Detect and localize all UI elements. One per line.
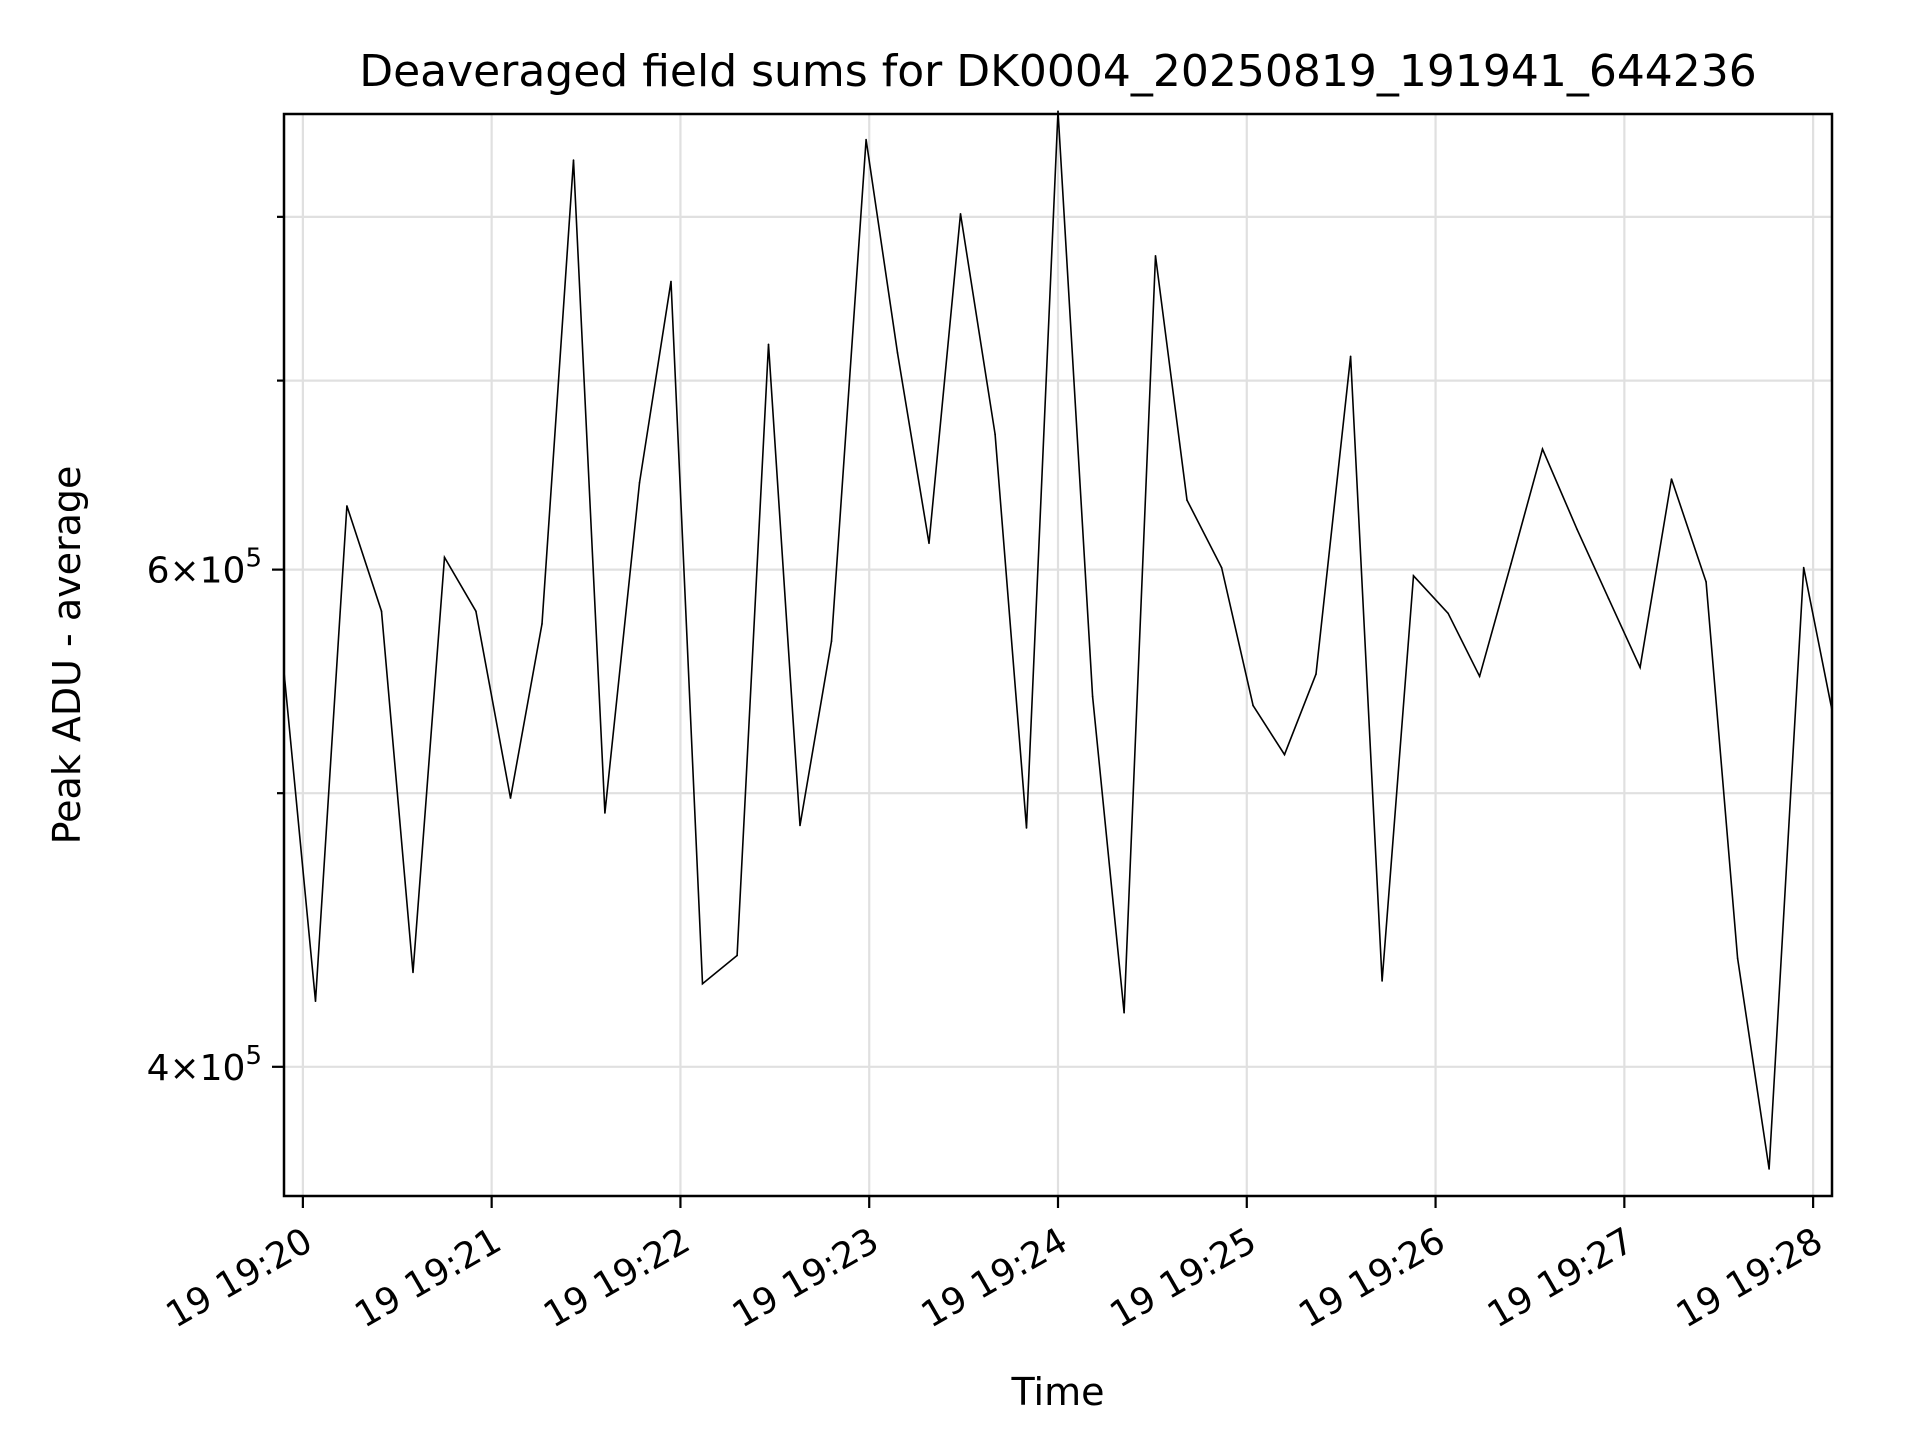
data-point bbox=[1576, 528, 1578, 531]
x-tick-label: 19 19:26 bbox=[1292, 1220, 1452, 1336]
data-points bbox=[283, 110, 1833, 1170]
data-point bbox=[1478, 675, 1481, 678]
data-point bbox=[1736, 957, 1739, 960]
data-point bbox=[865, 138, 867, 141]
x-tick-label: 19 19:23 bbox=[726, 1220, 886, 1336]
data-point bbox=[1186, 499, 1188, 501]
grid bbox=[284, 114, 1832, 1196]
chart-title: Deaveraged field sums for DK0004_2025081… bbox=[359, 46, 1757, 97]
x-tick-label: 19 19:28 bbox=[1670, 1220, 1830, 1336]
x-tick-label: 19 19:20 bbox=[159, 1220, 319, 1336]
data-point bbox=[509, 797, 512, 799]
data-point bbox=[767, 343, 770, 346]
data-point bbox=[346, 505, 348, 507]
data-point bbox=[1123, 1012, 1125, 1014]
data-point bbox=[1670, 478, 1673, 480]
data-point bbox=[799, 824, 801, 827]
y-tick-label: 6×105 bbox=[147, 544, 262, 592]
x-tick-label: 19 19:25 bbox=[1103, 1220, 1263, 1336]
data-point bbox=[1091, 695, 1094, 698]
x-axis-ticks: 19 19:20 19 19:21 19 19:22 19 19:23 19 19:24… bbox=[159, 1196, 1830, 1336]
data-point bbox=[1541, 448, 1544, 450]
data-point bbox=[541, 623, 543, 625]
data-point bbox=[1315, 673, 1317, 675]
data-point bbox=[443, 556, 446, 559]
data-point bbox=[1802, 566, 1805, 569]
y-tick-label: 4×105 bbox=[147, 1041, 262, 1089]
y-axis-ticks: 4×105 6×105 bbox=[147, 215, 284, 1089]
data-point bbox=[412, 971, 414, 974]
x-tick-label: 19 19:24 bbox=[915, 1220, 1075, 1336]
data-point bbox=[1607, 597, 1610, 600]
data-point bbox=[701, 983, 704, 985]
data-point bbox=[1057, 110, 1059, 112]
data-point bbox=[475, 610, 477, 612]
x-tick-label: 19 19:22 bbox=[537, 1220, 697, 1336]
data-point bbox=[1252, 704, 1254, 707]
data-point bbox=[1381, 980, 1383, 982]
data-point bbox=[1412, 575, 1415, 577]
y-axis-label: Peak ADU - average bbox=[45, 466, 89, 845]
data-point bbox=[1768, 1168, 1770, 1170]
x-tick-label: 19 19:21 bbox=[348, 1220, 508, 1336]
data-point bbox=[604, 812, 606, 814]
data-point bbox=[1705, 581, 1707, 583]
x-tick-label: 19 19:27 bbox=[1481, 1220, 1641, 1336]
data-point bbox=[1639, 666, 1641, 669]
data-point bbox=[1025, 827, 1028, 829]
data-point bbox=[670, 280, 672, 283]
data-point bbox=[994, 433, 996, 436]
data-point bbox=[896, 352, 899, 354]
data-point bbox=[1349, 355, 1352, 358]
data-point bbox=[638, 482, 641, 484]
data-point bbox=[928, 542, 930, 545]
x-axis-label: Time bbox=[1011, 1370, 1105, 1414]
data-point bbox=[959, 213, 962, 215]
data-point bbox=[380, 610, 383, 612]
data-point bbox=[314, 1000, 317, 1002]
data-point bbox=[830, 640, 833, 642]
data-point bbox=[1220, 566, 1223, 569]
data-point bbox=[1447, 612, 1449, 615]
data-point bbox=[1154, 255, 1157, 257]
data-point bbox=[572, 159, 575, 161]
data-point bbox=[1510, 562, 1512, 565]
data-point bbox=[1283, 753, 1286, 756]
data-point bbox=[736, 954, 738, 957]
